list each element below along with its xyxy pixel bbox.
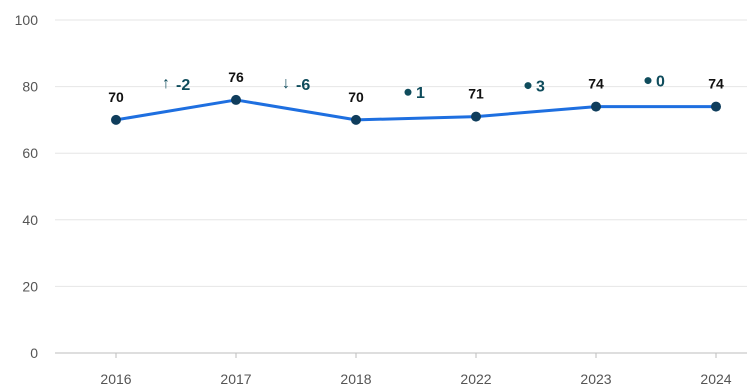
change-value: -6 — [296, 77, 310, 94]
data-label: 70 — [348, 89, 364, 105]
change-indicator: 0 — [644, 74, 665, 91]
dot-icon — [524, 82, 532, 90]
data-point — [351, 114, 361, 125]
x-tick-label: 2022 — [460, 371, 491, 387]
arrow-up-icon: ↑ — [162, 75, 170, 92]
change-indicator: 3 — [524, 79, 545, 96]
y-tick-label: 40 — [22, 212, 38, 228]
x-tick-label: 2016 — [100, 371, 131, 387]
data-label: 76 — [228, 69, 244, 85]
data-label: 70 — [108, 89, 124, 105]
data-label: 74 — [708, 76, 724, 92]
change-indicator: 1 — [404, 85, 425, 102]
y-tick-label: 20 — [22, 278, 38, 294]
data-point — [591, 101, 601, 112]
data-point — [111, 114, 121, 125]
change-indicator: ↓ -6 — [282, 75, 310, 94]
change-value: 1 — [416, 85, 425, 102]
y-tick-label: 60 — [22, 145, 38, 161]
dot-icon — [404, 88, 412, 96]
change-value: -2 — [176, 77, 190, 94]
series-line — [114, 98, 718, 122]
y-tick-label: 0 — [30, 345, 38, 361]
change-value: 0 — [656, 74, 665, 91]
data-point — [471, 111, 481, 122]
data-point — [231, 94, 241, 105]
data-point — [711, 101, 721, 112]
change-indicator: ↑ -2 — [162, 75, 190, 94]
y-tick-label: 100 — [15, 12, 39, 28]
arrow-down-icon: ↓ — [282, 75, 290, 92]
x-tick-label: 2017 — [220, 371, 251, 387]
x-tick-label: 2018 — [340, 371, 371, 387]
y-tick-label: 80 — [22, 79, 38, 95]
x-tick-label: 2024 — [700, 371, 731, 387]
data-label: 74 — [588, 76, 604, 92]
change-value: 3 — [536, 79, 545, 96]
data-label: 71 — [468, 86, 484, 102]
dot-icon — [644, 77, 652, 85]
x-tick-label: 2023 — [580, 371, 611, 387]
